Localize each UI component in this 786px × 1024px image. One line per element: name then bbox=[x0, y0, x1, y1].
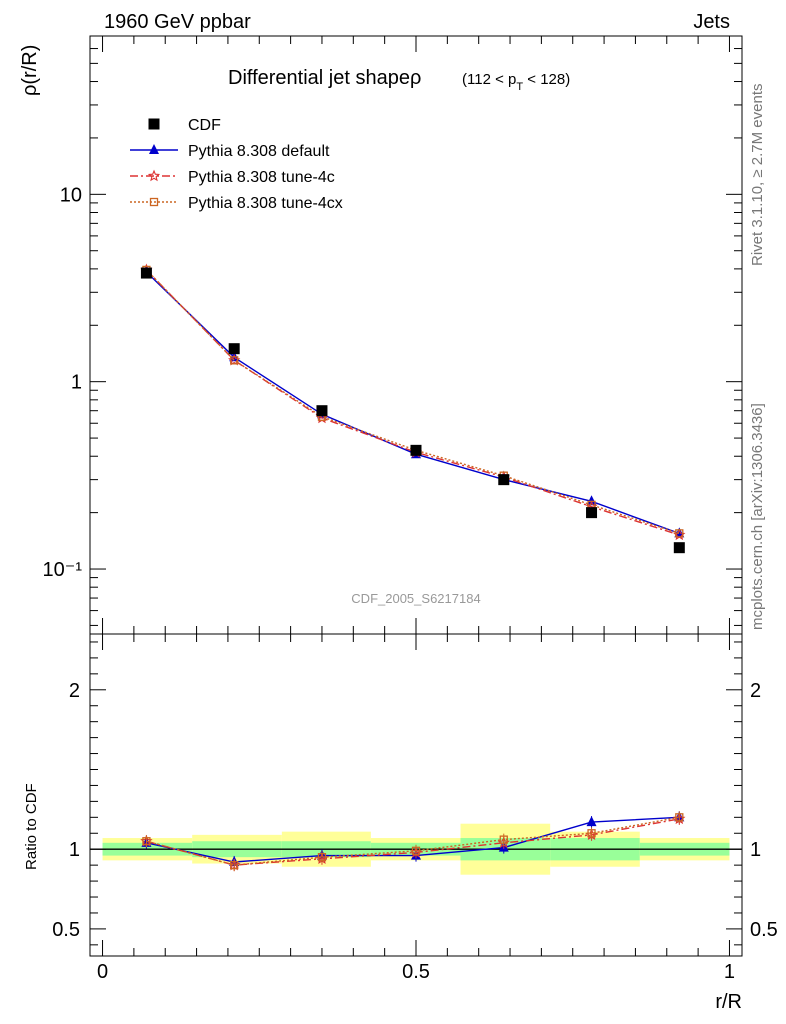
ratio-y-label: Ratio to CDF bbox=[23, 783, 40, 870]
subtitle-prefix: (112 < p bbox=[462, 71, 516, 88]
header-right: Jets bbox=[693, 11, 730, 33]
ratio-uncertainty-bands bbox=[90, 823, 742, 875]
subtitle-sub: T bbox=[516, 81, 523, 93]
x-axis-label: r/R bbox=[715, 991, 742, 1013]
ratio-point-2-6 bbox=[675, 813, 684, 822]
ratio-plot-frame bbox=[89, 633, 743, 957]
cdf-point-4 bbox=[498, 474, 510, 486]
ratio-ytick-label-right: 0.5 bbox=[750, 919, 778, 941]
legend-label-3: Pythia 8.308 tune-4cx bbox=[188, 195, 343, 212]
main-point-0-5 bbox=[586, 495, 597, 506]
legend-marker-3 bbox=[149, 197, 159, 207]
side-text-bottom: mcplots.cern.ch [arXiv:1306.3436] bbox=[749, 403, 766, 630]
chart-subtitle: (112 < pT < 128) bbox=[462, 71, 570, 93]
xtick-label: 1 bbox=[724, 961, 735, 983]
legend-marker-2 bbox=[147, 169, 161, 182]
header-left: 1960 GeV ppbar bbox=[104, 11, 251, 33]
cdf-point-5 bbox=[586, 507, 598, 519]
legend-label-1: Pythia 8.308 default bbox=[188, 143, 330, 160]
ratio-ytick-label: 0.5 bbox=[52, 919, 80, 941]
legend-marker-1 bbox=[149, 144, 159, 154]
ratio-point-2-3 bbox=[411, 846, 421, 855]
ratio-point-2-0 bbox=[142, 837, 151, 846]
ratio-point-0-5 bbox=[586, 816, 597, 827]
main-point-2-1 bbox=[230, 356, 239, 365]
ratio-ytick-label: 2 bbox=[69, 680, 80, 702]
main-line-2 bbox=[145, 269, 680, 535]
cdf-point-6 bbox=[673, 542, 685, 554]
main-line-1 bbox=[145, 269, 680, 536]
cdf-point-2 bbox=[316, 405, 328, 417]
ratio-point-2-1 bbox=[230, 860, 239, 870]
cdf-point-3 bbox=[410, 444, 422, 456]
ratio-point-2-2 bbox=[317, 853, 327, 862]
ratio-point-2-5 bbox=[587, 829, 596, 838]
subtitle-suffix: < 128) bbox=[523, 71, 570, 88]
main-point-2-6 bbox=[675, 529, 684, 538]
main-line-0 bbox=[145, 271, 680, 535]
legend-marker-0 bbox=[148, 118, 160, 130]
main-ytick-label: 10 bbox=[60, 184, 82, 206]
legend-label-0: CDF bbox=[188, 117, 221, 134]
main-ytick-label: 10⁻¹ bbox=[43, 559, 83, 581]
side-text-top: Rivet 3.1.10, ≥ 2.7M events bbox=[749, 84, 766, 267]
axis-ticks: 10⁻¹ 1 10 0.5 0.5 1 1 2 2 0 0.5 1 bbox=[43, 35, 778, 983]
ratio-ytick-label-right: 1 bbox=[750, 839, 761, 861]
legend: CDF Pythia 8.308 default Pythia 8.308 tune… bbox=[130, 117, 343, 212]
ratio-ytick-label-right: 2 bbox=[750, 680, 761, 702]
cdf-point-1 bbox=[228, 343, 240, 355]
analysis-watermark: CDF_2005_S6217184 bbox=[351, 591, 480, 606]
main-ytick-label: 1 bbox=[71, 372, 82, 394]
legend-label-2: Pythia 8.308 tune-4c bbox=[188, 169, 335, 186]
cdf-point-0 bbox=[140, 267, 152, 279]
ratio-ytick-label: 1 bbox=[69, 839, 80, 861]
ratio-point-2-4 bbox=[499, 835, 508, 844]
series-lines bbox=[140, 263, 686, 872]
main-y-label: ρ(r/R) bbox=[19, 45, 41, 96]
chart-title: Differential jet shapeρ bbox=[228, 67, 421, 89]
xtick-label: 0.5 bbox=[402, 961, 430, 983]
xtick-label: 0 bbox=[97, 961, 108, 983]
